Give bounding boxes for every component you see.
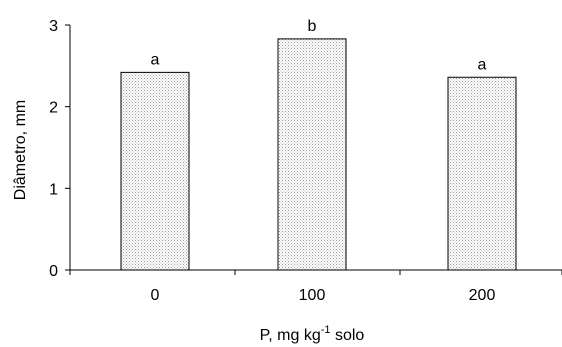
x-axis-label-suffix: solo <box>331 327 365 344</box>
bar-label-0: a <box>151 51 160 68</box>
plot-area: 0 1 2 3 a 0 b 100 a 200 <box>49 18 562 304</box>
x-tick-label-0: 0 <box>151 287 160 304</box>
x-axis-label-main: P, mg kg <box>260 327 321 344</box>
bar-label-100: b <box>308 18 317 35</box>
bar-100 <box>277 38 347 271</box>
y-axis-label: Diâmetro, mm <box>12 100 29 200</box>
y-tick-label: 3 <box>49 18 58 35</box>
x-tick-label-100: 100 <box>299 287 326 304</box>
y-tick-label: 1 <box>49 181 58 198</box>
bar-200 <box>447 76 517 271</box>
x-axis-label-sup: -1 <box>321 324 331 336</box>
y-tick-label: 2 <box>49 100 58 117</box>
x-tick-label-200: 200 <box>469 287 496 304</box>
bar-0 <box>120 71 190 271</box>
y-tick-label: 0 <box>49 263 58 280</box>
bar-label-200: a <box>478 56 487 73</box>
x-axis-label: P, mg kg-1 solo <box>260 324 365 344</box>
